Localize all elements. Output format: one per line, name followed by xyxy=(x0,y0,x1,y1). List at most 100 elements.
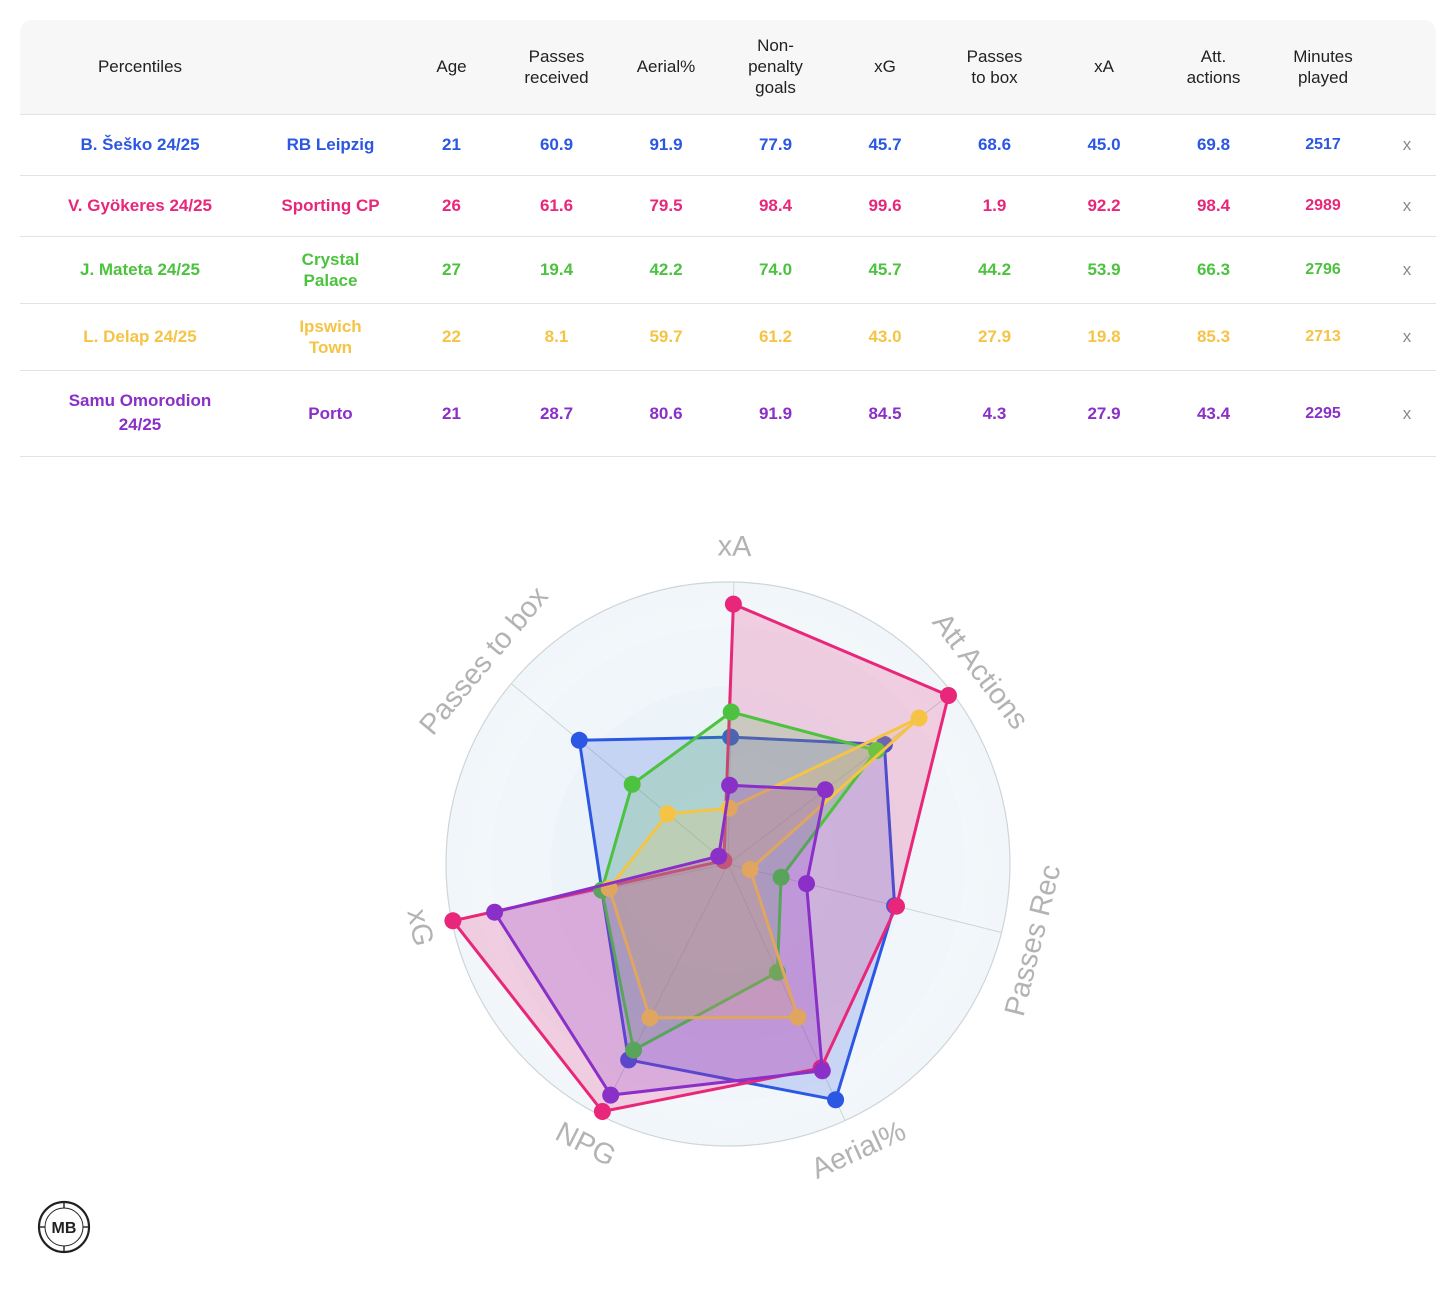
cell-age: 21 xyxy=(401,114,502,176)
table-row: L. Delap 24/25 Ipswich Town 22 8.1 59.7 … xyxy=(20,303,1436,371)
cell-npg: 74.0 xyxy=(721,236,830,304)
cell-minutes: 2713 xyxy=(1268,303,1378,371)
radar-point xyxy=(724,595,742,613)
radar-series-group xyxy=(444,595,957,1120)
header-team xyxy=(260,20,401,115)
cell-passes-to-box: 1.9 xyxy=(940,175,1049,237)
radar-point xyxy=(827,1091,845,1109)
header-minutes-played: Minutes played xyxy=(1268,20,1378,115)
remove-row-button[interactable]: x xyxy=(1378,303,1436,371)
cell-passes-to-box: 4.3 xyxy=(940,370,1049,457)
cell-att-actions: 43.4 xyxy=(1159,370,1268,457)
cell-xa: 45.0 xyxy=(1049,114,1159,176)
cell-aerial: 79.5 xyxy=(611,175,721,237)
cell-att-actions: 66.3 xyxy=(1159,236,1268,304)
cell-minutes: 2989 xyxy=(1268,175,1378,237)
header-passes-received: Passes received xyxy=(502,20,611,115)
remove-row-button[interactable]: x xyxy=(1378,175,1436,237)
header-remove xyxy=(1378,20,1436,115)
cell-team: Sporting CP xyxy=(260,175,401,237)
table-row: V. Gyökeres 24/25 Sporting CP 26 61.6 79… xyxy=(20,175,1436,237)
cell-passes-to-box: 68.6 xyxy=(940,114,1049,176)
table-row: B. Šeško 24/25 RB Leipzig 21 60.9 91.9 7… xyxy=(20,114,1436,176)
radar-point xyxy=(659,805,676,823)
radar-point xyxy=(444,912,462,930)
cell-att-actions: 69.8 xyxy=(1159,114,1268,176)
cell-age: 26 xyxy=(401,175,502,237)
cell-passes-received: 60.9 xyxy=(502,114,611,176)
percentiles-table-container: Percentiles Age Passes received Aerial% N… xyxy=(20,20,1436,457)
radar-axis-label: xA xyxy=(717,530,752,563)
radar-point xyxy=(940,687,957,704)
cell-xg: 45.7 xyxy=(830,114,940,176)
radar-series-polygon xyxy=(493,783,827,1097)
cell-passes-received: 61.6 xyxy=(502,175,611,237)
cell-att-actions: 85.3 xyxy=(1159,303,1268,371)
cell-xg: 43.0 xyxy=(830,303,940,371)
cell-player: B. Šeško 24/25 xyxy=(20,114,260,176)
radar-point xyxy=(813,1062,831,1080)
cell-passes-received: 8.1 xyxy=(502,303,611,371)
radar-spoke xyxy=(510,683,729,865)
cell-team: RB Leipzig xyxy=(260,114,401,176)
header-att-actions: Att. actions xyxy=(1159,20,1268,115)
radar-point xyxy=(710,847,728,865)
header-percentiles: Percentiles xyxy=(20,20,260,115)
cell-passes-received: 28.7 xyxy=(502,370,611,457)
cell-team-text: Crystal Palace xyxy=(301,249,360,290)
radar-point xyxy=(602,1086,620,1104)
cell-player: L. Delap 24/25 xyxy=(20,303,260,371)
radar-point xyxy=(868,742,886,759)
radar-point xyxy=(722,703,740,721)
cell-player: V. Gyökeres 24/25 xyxy=(20,175,260,237)
cell-age: 27 xyxy=(401,236,502,304)
cell-team: Crystal Palace xyxy=(260,236,401,304)
cell-passes-to-box: 44.2 xyxy=(940,236,1049,304)
radar-point xyxy=(722,728,740,746)
mb-logo: MB xyxy=(37,1200,91,1254)
radar-point xyxy=(789,1008,807,1026)
header-aerial: Aerial% xyxy=(611,20,721,115)
cell-passes-to-box: 27.9 xyxy=(940,303,1049,371)
radar-point xyxy=(623,775,641,793)
header-xa: xA xyxy=(1049,20,1159,115)
cell-xa: 27.9 xyxy=(1049,370,1159,457)
radar-point xyxy=(816,781,834,799)
table-row: J. Mateta 24/25 Crystal Palace 27 19.4 4… xyxy=(20,236,1436,304)
cell-minutes: 2796 xyxy=(1268,236,1378,304)
header-age: Age xyxy=(401,20,502,115)
cell-age: 21 xyxy=(401,370,502,457)
radar-spoke xyxy=(599,863,729,1116)
radar-point xyxy=(772,868,790,886)
cell-xa: 92.2 xyxy=(1049,175,1159,237)
cell-npg: 91.9 xyxy=(721,370,830,457)
table-header-row: Percentiles Age Passes received Aerial% N… xyxy=(20,20,1436,115)
remove-row-button[interactable]: x xyxy=(1378,236,1436,304)
cell-npg: 61.2 xyxy=(721,303,830,371)
cell-age: 22 xyxy=(401,303,502,371)
table-row: Samu Omorodion 24/25 Porto 21 28.7 80.6 … xyxy=(20,370,1436,457)
cell-xg: 99.6 xyxy=(830,175,940,237)
remove-row-button[interactable]: x xyxy=(1378,114,1436,176)
cell-aerial: 80.6 xyxy=(611,370,721,457)
radar-point xyxy=(910,709,928,727)
cell-minutes: 2295 xyxy=(1268,370,1378,457)
cell-team: Ipswich Town xyxy=(260,303,401,371)
radar-point xyxy=(798,875,815,893)
svg-text:MB: MB xyxy=(52,1220,77,1237)
cell-passes-received: 19.4 xyxy=(502,236,611,304)
radar-point xyxy=(593,1103,611,1120)
header-xg: xG xyxy=(830,20,940,115)
radar-point xyxy=(641,1009,659,1027)
cell-player: J. Mateta 24/25 xyxy=(20,236,260,304)
cell-xa: 19.8 xyxy=(1049,303,1159,371)
cell-npg: 98.4 xyxy=(721,175,830,237)
cell-aerial: 42.2 xyxy=(611,236,721,304)
cell-aerial: 59.7 xyxy=(611,303,721,371)
remove-row-button[interactable]: x xyxy=(1378,370,1436,457)
percentiles-table: Percentiles Age Passes received Aerial% N… xyxy=(20,20,1436,457)
cell-player: Samu Omorodion 24/25 xyxy=(20,370,260,457)
radar-series-polygon xyxy=(451,602,950,1113)
cell-att-actions: 98.4 xyxy=(1159,175,1268,237)
